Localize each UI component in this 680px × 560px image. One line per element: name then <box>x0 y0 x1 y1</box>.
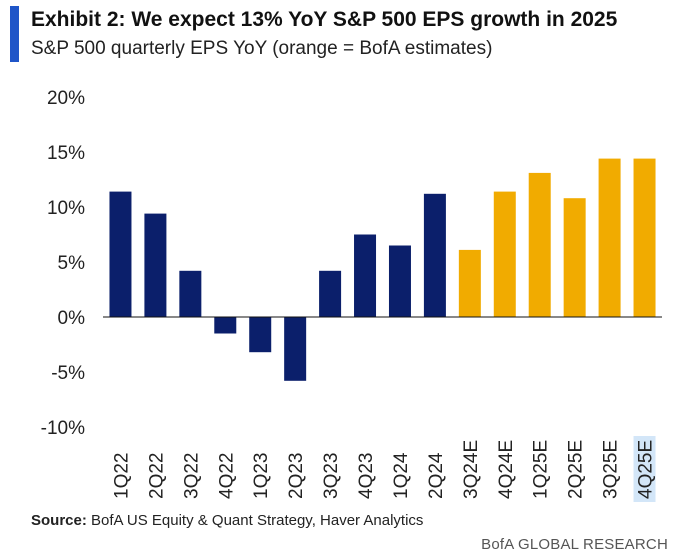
x-tick-label: 1Q23 <box>251 453 272 499</box>
bar-3Q24E <box>458 249 481 317</box>
x-tick-label: 2Q24 <box>426 452 447 499</box>
x-tick-highlight <box>633 436 656 502</box>
x-tick-label: 1Q25E <box>531 440 552 499</box>
eps-growth-bar-chart: 20% 15% 10% 5% 0% -5% -10% 1Q22 2Q22 3Q22 4Q22 1Q23… <box>41 88 662 502</box>
source-text: BofA US Equity & Quant Strategy, Haver A… <box>86 512 424 529</box>
x-tick-label: 3Q24E <box>461 440 482 499</box>
brand-footer: BofA GLOBAL RESEARCH <box>481 536 668 553</box>
bar-4Q22 <box>214 317 237 334</box>
x-tick-label: 3Q23 <box>321 453 342 499</box>
x-tick-label: 2Q25E <box>566 440 587 499</box>
bar-1Q24 <box>388 245 411 317</box>
source-label: Source: <box>31 512 87 529</box>
bar-4Q23 <box>354 234 377 317</box>
y-tick-label: 15% <box>47 143 85 164</box>
x-tick-label: 4Q25E <box>636 440 657 499</box>
x-tick-label: 4Q24E <box>496 440 517 499</box>
x-tick-label: 2Q23 <box>286 453 307 499</box>
y-tick-label: 20% <box>47 88 85 109</box>
bar-3Q23 <box>319 270 342 317</box>
x-tick-label: 3Q22 <box>181 453 202 499</box>
title-accent-bar <box>10 6 19 62</box>
x-tick-label: 1Q22 <box>111 453 132 499</box>
x-tick-label: 3Q25E <box>601 440 622 499</box>
bar-4Q25E <box>633 158 656 317</box>
bar-4Q24E <box>493 191 516 317</box>
bar-1Q23 <box>249 317 272 353</box>
bar-3Q25E <box>598 158 621 317</box>
bar-2Q22 <box>144 213 167 317</box>
bar-1Q25E <box>528 172 551 317</box>
bar-2Q23 <box>284 317 307 381</box>
x-tick-label: 2Q22 <box>146 453 167 499</box>
y-tick-label: -10% <box>41 418 85 439</box>
x-tick-label: 4Q22 <box>216 453 237 499</box>
chart-title: Exhibit 2: We expect 13% YoY S&P 500 EPS… <box>31 8 618 31</box>
x-tick-label: 4Q23 <box>356 453 377 499</box>
bar-3Q22 <box>179 270 202 317</box>
x-tick-label: 1Q24 <box>391 452 412 499</box>
y-tick-label: 10% <box>47 198 85 219</box>
chart-subtitle: S&P 500 quarterly EPS YoY (orange = BofA… <box>31 38 493 59</box>
source-note: Source: BofA US Equity & Quant Strategy,… <box>31 512 423 529</box>
y-tick-label: 5% <box>58 253 86 274</box>
y-tick-label: -5% <box>51 363 85 384</box>
y-tick-label: 0% <box>58 308 86 329</box>
bar-1Q22 <box>109 191 132 317</box>
bar-2Q25E <box>563 198 586 317</box>
bar-2Q24 <box>423 193 446 317</box>
